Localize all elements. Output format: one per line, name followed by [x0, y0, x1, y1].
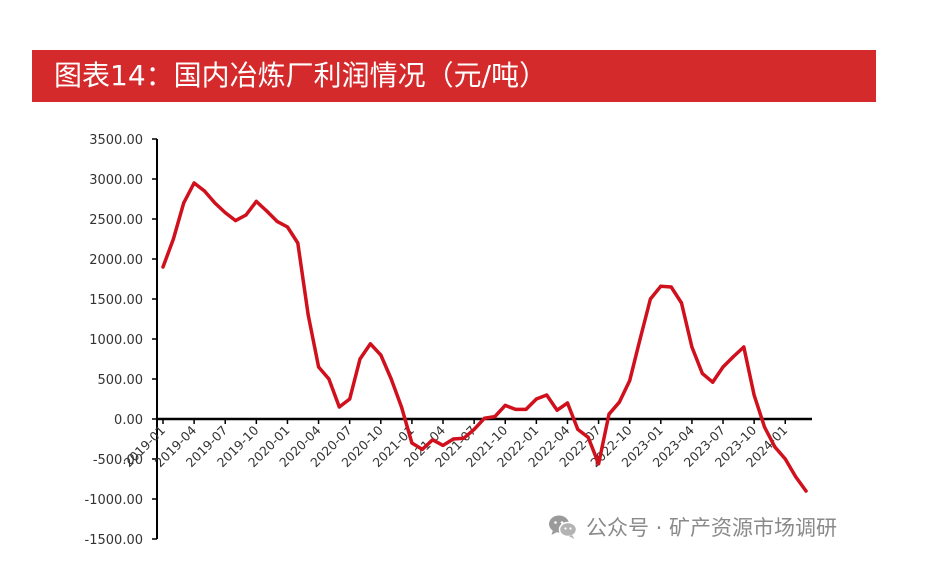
data-point [462, 436, 466, 440]
title-bar: 图表14：国内冶炼厂利润情况（元/吨） [32, 50, 876, 102]
data-point [638, 337, 642, 341]
y-tick-label: 500.00 [98, 373, 144, 388]
data-point [794, 475, 798, 479]
data-point [628, 379, 632, 383]
data-point [721, 365, 725, 369]
data-point [607, 412, 611, 416]
data-point [669, 285, 673, 289]
data-point [182, 201, 186, 205]
data-point [742, 345, 746, 349]
data-point [254, 199, 258, 203]
y-tick-label: -500.00 [93, 453, 143, 468]
data-point [223, 211, 227, 215]
data-point [202, 189, 207, 193]
data-point [534, 397, 539, 401]
y-tick-label: -1500.00 [85, 533, 143, 548]
y-tick-label: -1000.00 [85, 493, 143, 508]
y-tick-label: 1500.00 [89, 293, 143, 308]
data-point [213, 201, 217, 205]
y-axis: 3500.00 3000.00 2500.00 2000.00 1500.00 1000.… [85, 133, 158, 548]
y-tick-label: 3500.00 [89, 133, 143, 148]
data-point [296, 241, 300, 245]
data-point [648, 297, 653, 301]
data-point [275, 219, 279, 223]
watermark-text: 公众号 · 矿产资源市场调研 [586, 516, 838, 540]
data-point [711, 380, 715, 384]
data-point [514, 407, 518, 411]
y-tick-label: 2500.00 [89, 213, 143, 228]
data-point [244, 213, 248, 217]
data-point [420, 447, 424, 451]
data-point [399, 405, 404, 409]
data-point [690, 345, 694, 349]
data-point [358, 357, 362, 361]
data-point [431, 438, 435, 442]
data-point [597, 462, 601, 466]
y-tick-label: 1000.00 [89, 333, 143, 348]
data-point [306, 313, 310, 317]
data-point [783, 457, 787, 461]
data-point [804, 489, 808, 493]
data-point [389, 377, 393, 381]
data-point [327, 377, 331, 381]
data-point [285, 225, 290, 229]
data-point [451, 437, 455, 441]
data-point [762, 425, 767, 429]
series-layer [161, 181, 808, 493]
data-point [379, 353, 383, 357]
data-point [441, 443, 445, 447]
data-point [617, 400, 621, 404]
watermark: 公众号 · 矿产资源市场调研 [548, 512, 837, 542]
data-point [773, 445, 777, 449]
y-tick-label: 3000.00 [89, 173, 143, 188]
data-point [317, 365, 321, 369]
data-point [700, 371, 704, 375]
y-tick-label: 2000.00 [89, 253, 143, 268]
data-point [752, 393, 756, 397]
data-point [348, 397, 352, 401]
data-point [545, 393, 549, 397]
data-point [493, 415, 497, 419]
y-tick-label: 0.00 [114, 413, 143, 428]
data-point [472, 427, 476, 431]
data-point [576, 427, 580, 431]
data-point [234, 219, 238, 223]
data-point [586, 435, 590, 439]
x-axis: 2019-012019-042019-072019-102020-012020-… [121, 417, 812, 470]
data-point [368, 342, 372, 346]
data-point [265, 209, 269, 213]
data-point [192, 181, 196, 185]
data-point [482, 416, 487, 420]
data-point [171, 237, 175, 241]
data-point [410, 441, 414, 445]
data-point [731, 355, 736, 359]
data-point [659, 284, 663, 288]
data-point [161, 265, 165, 269]
data-point [565, 401, 570, 405]
data-point [679, 301, 684, 305]
wechat-icon [549, 515, 578, 539]
data-point [524, 407, 528, 411]
data-point [503, 403, 507, 407]
data-point [337, 405, 341, 409]
data-point [555, 408, 559, 412]
chart-title: 图表14：国内冶炼厂利润情况（元/吨） [54, 59, 548, 92]
